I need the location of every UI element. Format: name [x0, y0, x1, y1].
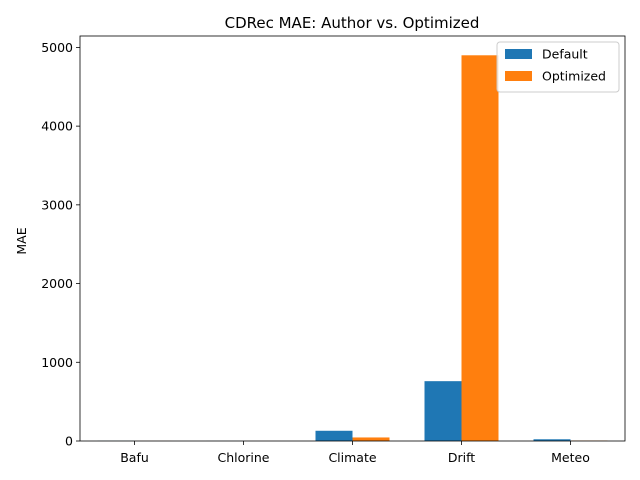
x-tick-label: Bafu	[120, 450, 149, 465]
bar-default-climate	[315, 430, 353, 441]
plot-area: Bafu Chlorine Climate Drift Meteo 0 1000 2000 30…	[41, 35, 626, 465]
legend-label-optimized: Optimized	[542, 69, 606, 84]
y-tick-label: 1000	[41, 355, 73, 370]
legend: Default Optimized	[496, 41, 620, 93]
x-tick-label: Climate	[328, 450, 376, 465]
bar-optimized-climate	[352, 437, 390, 441]
bar-default-drift	[424, 381, 462, 441]
chart-title: CDRec MAE: Author vs. Optimized	[225, 14, 480, 32]
y-axis-label: MAE	[14, 227, 29, 254]
axes-frame	[79, 35, 626, 442]
bar-optimized-drift	[461, 55, 499, 441]
bar-default-meteo	[533, 439, 571, 441]
legend-swatch-optimized	[505, 71, 532, 81]
y-tick-label: 0	[65, 434, 73, 449]
y-tick-label: 3000	[41, 197, 73, 212]
y-tick-label: 4000	[41, 119, 73, 134]
x-tick-label: Meteo	[551, 450, 590, 465]
y-tick-label: 5000	[41, 40, 73, 55]
x-tick-label: Drift	[448, 450, 475, 465]
legend-swatch-default	[505, 49, 532, 59]
x-tick-label: Chlorine	[218, 450, 270, 465]
y-tick-label: 2000	[41, 276, 73, 291]
legend-label-default: Default	[542, 47, 588, 62]
